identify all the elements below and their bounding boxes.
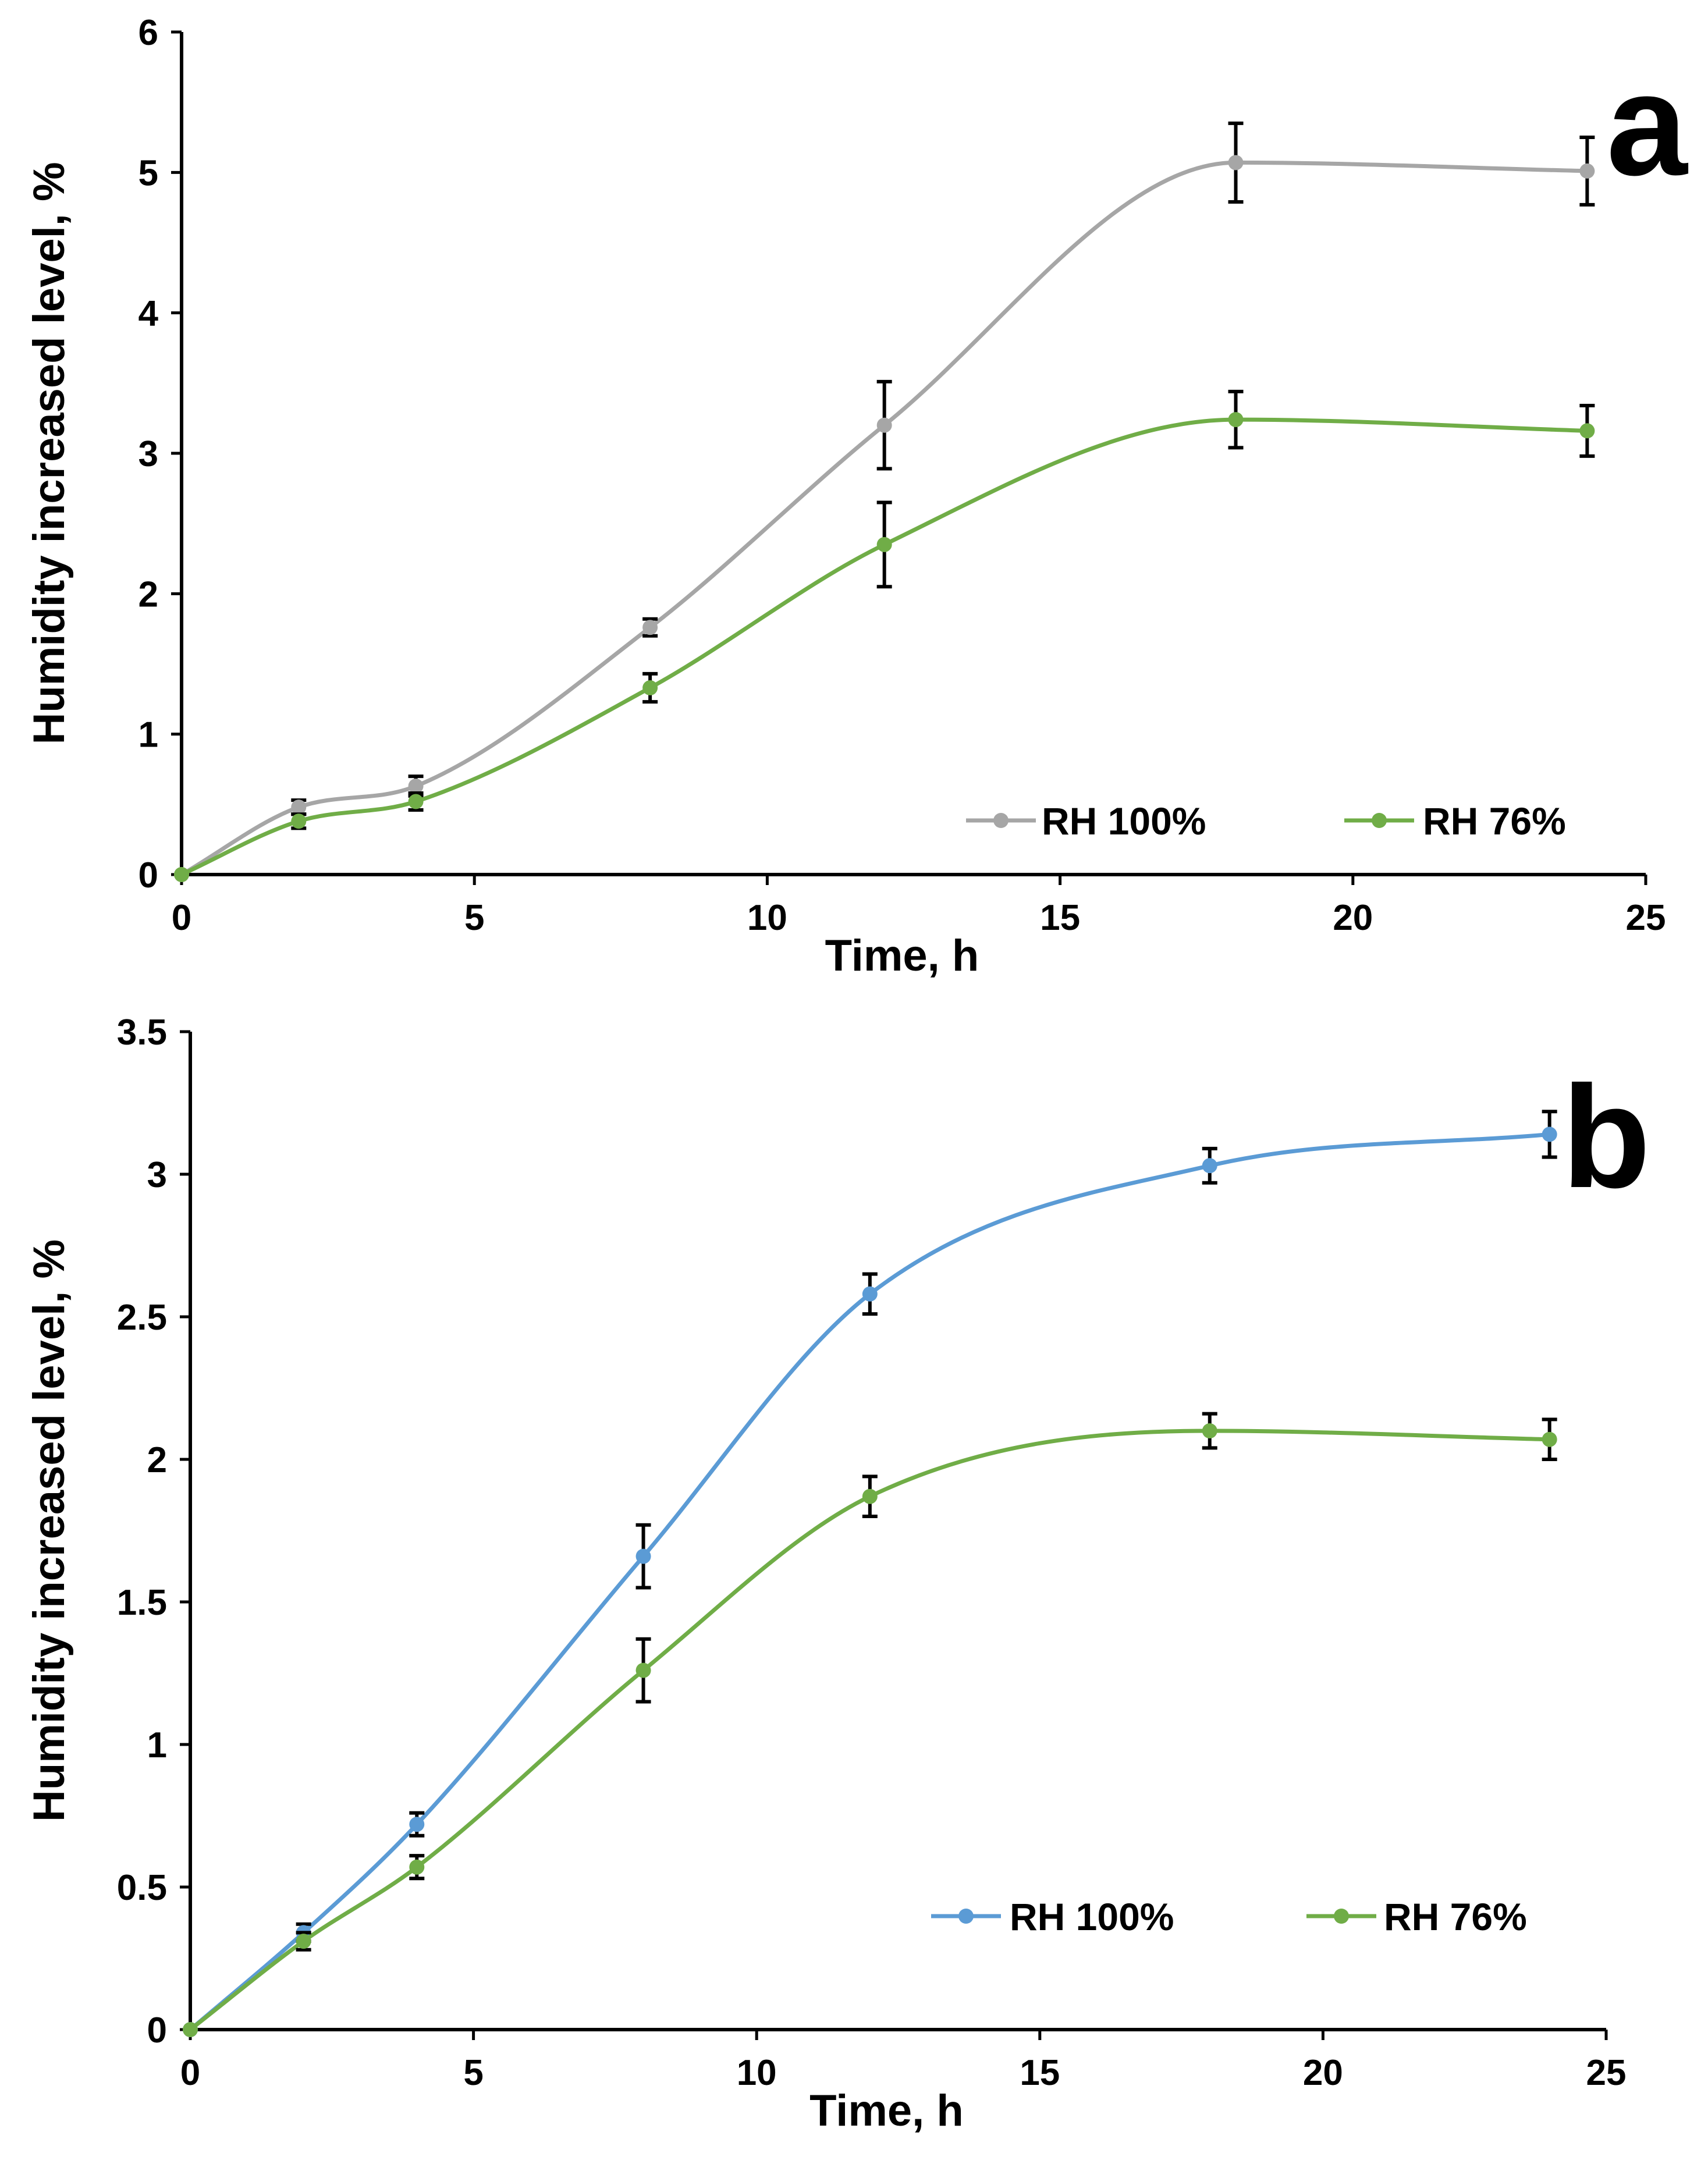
x-tick-label: 15 bbox=[1040, 898, 1080, 938]
data-point bbox=[876, 417, 892, 433]
data-point bbox=[1542, 1127, 1557, 1142]
data-point bbox=[1202, 1158, 1217, 1174]
data-point bbox=[409, 1817, 425, 1832]
x-tick-label: 10 bbox=[747, 898, 787, 938]
panel-label: b bbox=[1562, 1056, 1651, 1218]
data-point bbox=[1228, 155, 1244, 170]
data-point bbox=[174, 867, 189, 882]
y-tick-label: 2.5 bbox=[117, 1298, 167, 1338]
data-point bbox=[642, 680, 658, 696]
legend-label: RH 100% bbox=[1042, 800, 1206, 843]
series-line bbox=[188, 1429, 1552, 2032]
y-axis-title: Humidity increased level, % bbox=[24, 162, 74, 744]
series-line bbox=[179, 417, 1589, 877]
x-tick-label: 25 bbox=[1586, 2053, 1627, 2093]
data-point bbox=[635, 1662, 651, 1678]
y-tick-label: 0 bbox=[147, 2010, 167, 2051]
data-point bbox=[862, 1488, 878, 1504]
y-axis-title: Humidity increased level, % bbox=[24, 1239, 74, 1822]
data-point bbox=[291, 800, 307, 815]
data-point bbox=[862, 1286, 878, 1302]
data-point bbox=[642, 620, 658, 635]
legend-label: RH 76% bbox=[1423, 800, 1566, 843]
y-tick-label: 5 bbox=[139, 153, 158, 193]
legend-label: RH 76% bbox=[1384, 1895, 1527, 1938]
y-tick-label: 2 bbox=[147, 1440, 167, 1480]
x-tick-label: 0 bbox=[172, 898, 191, 938]
series-line bbox=[179, 160, 1589, 877]
data-point bbox=[291, 813, 307, 829]
y-tick-label: 1 bbox=[139, 715, 158, 755]
x-axis-title: Time, h bbox=[809, 2086, 964, 2136]
x-tick-label: 5 bbox=[464, 898, 484, 938]
y-tick-label: 3 bbox=[139, 434, 158, 474]
chart-panel-a: 0 1 2 3 4 5 6 0 5 10 15 20 25 Time, h Humidity increas… bbox=[24, 13, 1688, 980]
y-tick-label: 1.5 bbox=[117, 1583, 167, 1623]
data-point bbox=[1579, 163, 1595, 179]
x-tick-label: 10 bbox=[737, 2053, 777, 2093]
data-point bbox=[296, 1934, 311, 1949]
y-tick-label: 3.5 bbox=[117, 1012, 167, 1053]
legend-marker bbox=[1372, 813, 1387, 828]
legend-entry: RH 76% bbox=[1306, 1895, 1527, 1938]
data-point bbox=[1228, 412, 1244, 428]
panel-label: a bbox=[1606, 43, 1688, 205]
x-tick-label: 25 bbox=[1626, 898, 1666, 938]
series-line bbox=[188, 1132, 1552, 2032]
data-point bbox=[183, 2022, 198, 2037]
legend-entry: RH 100% bbox=[966, 800, 1206, 843]
y-tick-label: 1 bbox=[147, 1725, 167, 1765]
chart-panel-b: 0 0.5 1 1.5 2 2.5 3 3.5 0 5 10 15 20 25 Time, h Humidit… bbox=[24, 1012, 1650, 2136]
x-tick-label: 20 bbox=[1333, 898, 1373, 938]
y-tick-label: 0 bbox=[139, 855, 158, 896]
legend-entry: RH 76% bbox=[1344, 800, 1566, 843]
legend-label: RH 100% bbox=[1010, 1895, 1174, 1938]
legend-marker bbox=[1334, 1909, 1349, 1924]
data-point bbox=[1202, 1423, 1217, 1438]
y-tick-label: 2 bbox=[139, 574, 158, 614]
data-point bbox=[1542, 1431, 1557, 1447]
y-tick-label: 3 bbox=[147, 1155, 167, 1195]
x-tick-label: 0 bbox=[180, 2053, 200, 2093]
x-tick-label: 5 bbox=[463, 2053, 483, 2093]
data-point bbox=[408, 778, 424, 794]
legend-marker bbox=[993, 813, 1009, 828]
y-tick-label: 0.5 bbox=[117, 1868, 167, 1908]
x-tick-label: 15 bbox=[1020, 2053, 1060, 2093]
data-point bbox=[408, 794, 424, 809]
x-tick-label: 20 bbox=[1303, 2053, 1343, 2093]
x-axis-title: Time, h bbox=[825, 931, 979, 980]
data-point bbox=[635, 1548, 651, 1564]
y-tick-label: 4 bbox=[139, 294, 159, 334]
legend-entry: RH 100% bbox=[931, 1895, 1174, 1938]
y-tick-label: 6 bbox=[139, 13, 158, 53]
data-point bbox=[409, 1859, 425, 1875]
data-point bbox=[1579, 423, 1595, 439]
legend-marker bbox=[958, 1909, 974, 1924]
data-point bbox=[876, 536, 892, 552]
